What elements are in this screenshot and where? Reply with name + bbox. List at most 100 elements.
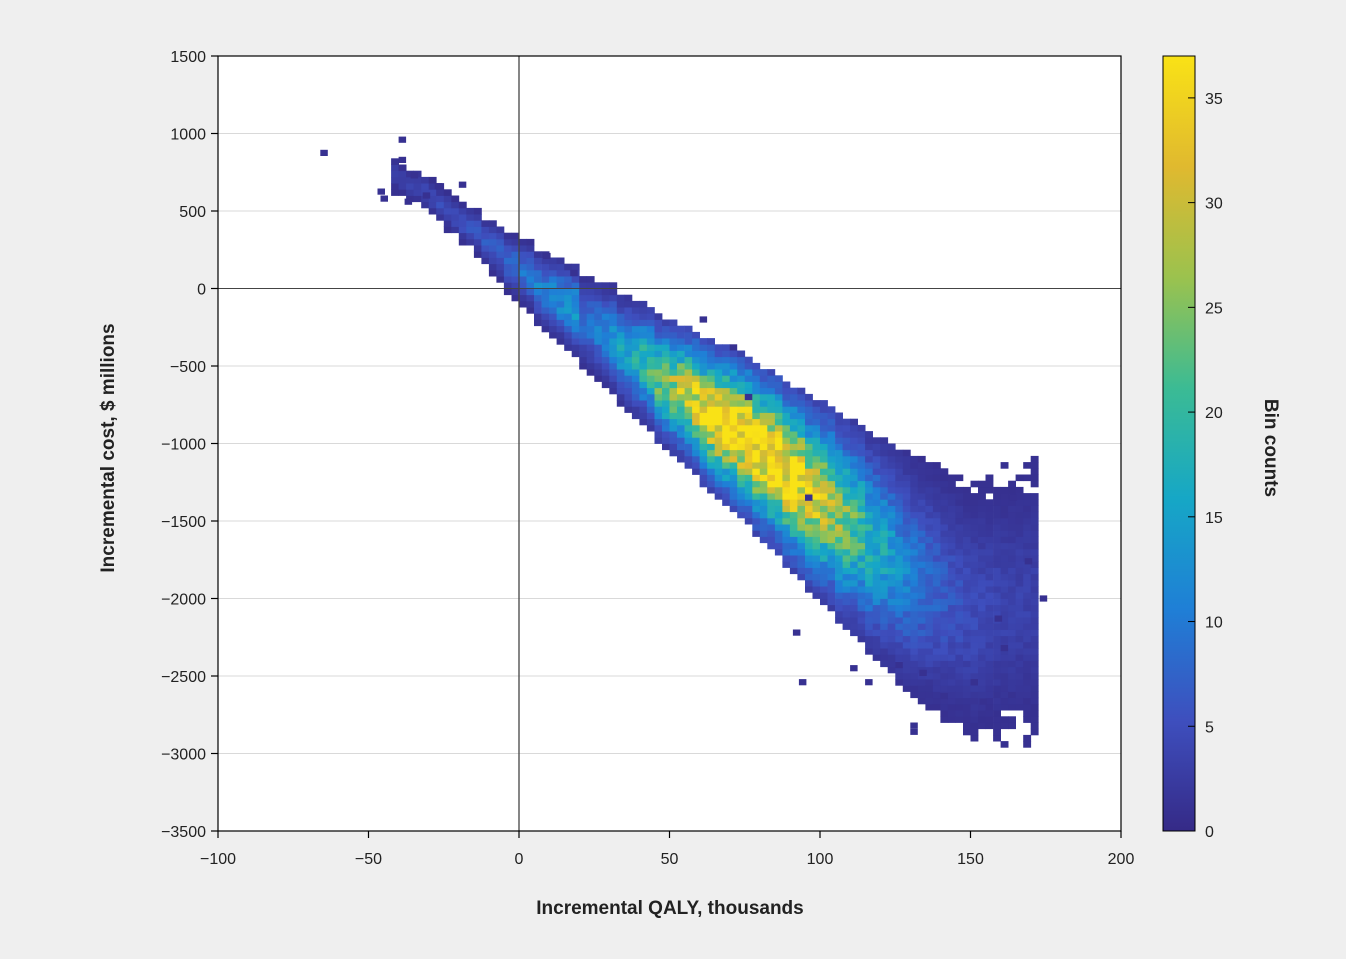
histogram-bin [534, 294, 542, 302]
histogram-bin [917, 474, 926, 482]
histogram-bin [797, 474, 806, 482]
histogram-bin [488, 238, 497, 246]
histogram-bin [812, 468, 821, 475]
histogram-bin [1015, 629, 1024, 637]
histogram-bin [737, 486, 746, 494]
histogram-bin [947, 641, 956, 649]
histogram-bin [729, 449, 738, 457]
histogram-bin [586, 369, 595, 376]
histogram-bin [842, 505, 851, 513]
histogram-bin [692, 356, 700, 364]
histogram-bin [752, 418, 761, 426]
histogram-bin [917, 486, 926, 494]
histogram-bin [1023, 679, 1032, 686]
histogram-bin [752, 431, 761, 438]
histogram-bin [692, 400, 700, 407]
histogram-bin [902, 579, 911, 587]
histogram-bin [842, 530, 851, 537]
histogram-bin [850, 493, 858, 500]
histogram-bin [978, 499, 986, 506]
histogram-bin [511, 245, 520, 252]
histogram-bin [940, 480, 949, 488]
histogram-bin [1008, 623, 1016, 630]
histogram-bin [601, 282, 610, 289]
histogram-bin [993, 598, 1001, 606]
histogram-bin [820, 517, 828, 525]
histogram-bin [827, 455, 836, 463]
histogram-bin [857, 629, 866, 637]
histogram-bin [609, 381, 618, 389]
histogram-bin [737, 412, 746, 420]
histogram-bin [970, 641, 979, 649]
histogram-bin [857, 542, 866, 550]
histogram-bin [985, 480, 994, 488]
histogram-bin [835, 610, 843, 618]
histogram-bin [917, 604, 926, 612]
histogram-bin [835, 592, 843, 599]
histogram-bin [872, 449, 881, 457]
histogram-bin [947, 579, 956, 587]
histogram-bin [947, 586, 956, 593]
histogram-bin [639, 338, 648, 345]
histogram-bin [744, 499, 753, 506]
histogram-bin [805, 431, 813, 438]
histogram-bin [963, 672, 971, 680]
histogram-bin [1008, 486, 1016, 494]
histogram-bin [744, 400, 753, 407]
histogram-bin [654, 319, 663, 327]
histogram-bin [880, 635, 889, 643]
histogram-bin [1023, 536, 1032, 544]
histogram-bin [827, 443, 836, 451]
histogram-bin [872, 617, 881, 624]
y-tick-label: −1500 [161, 514, 206, 531]
histogram-bin [925, 641, 934, 649]
histogram-bin [985, 573, 994, 581]
histogram-bin [850, 443, 858, 451]
histogram-bin [692, 362, 700, 370]
histogram-bin [797, 449, 806, 457]
histogram-bin [842, 524, 851, 531]
histogram-bin [1023, 586, 1032, 593]
histogram-bin [827, 567, 836, 575]
outlier-bin [744, 393, 753, 401]
histogram-bin [993, 567, 1001, 575]
histogram-bin [466, 214, 475, 221]
histogram-bin [654, 418, 663, 426]
histogram-bin [436, 195, 445, 203]
histogram-bin [752, 375, 761, 382]
histogram-bin [940, 666, 949, 674]
histogram-bin [722, 356, 731, 364]
histogram-bin [978, 716, 986, 723]
histogram-bin [556, 257, 565, 265]
histogram-bin [993, 586, 1001, 593]
histogram-bin [549, 269, 557, 277]
histogram-bin [835, 598, 843, 606]
histogram-bin [985, 548, 994, 556]
histogram-bin [993, 666, 1001, 674]
histogram-bin [549, 288, 557, 296]
histogram-bin [955, 666, 964, 674]
histogram-bin [722, 350, 731, 358]
histogram-bin [970, 555, 979, 562]
histogram-bin [526, 282, 535, 289]
histogram-bin [692, 468, 700, 475]
histogram-bin [789, 524, 798, 531]
histogram-bin [850, 474, 858, 482]
histogram-bin [458, 214, 467, 221]
histogram-bin [985, 666, 994, 674]
histogram-bin [398, 170, 407, 178]
histogram-bin [789, 468, 798, 475]
histogram-bin [752, 387, 761, 395]
histogram-bin [692, 393, 700, 401]
histogram-bin [398, 176, 407, 184]
histogram-bin [887, 567, 896, 575]
histogram-bin [812, 462, 821, 469]
histogram-bin [413, 189, 422, 196]
histogram-bin [669, 356, 678, 364]
histogram-bin [729, 387, 738, 395]
histogram-bin [616, 381, 625, 389]
histogram-bin [850, 418, 858, 426]
histogram-bin [850, 462, 858, 469]
histogram-bin [932, 579, 941, 587]
histogram-bin [451, 214, 460, 221]
